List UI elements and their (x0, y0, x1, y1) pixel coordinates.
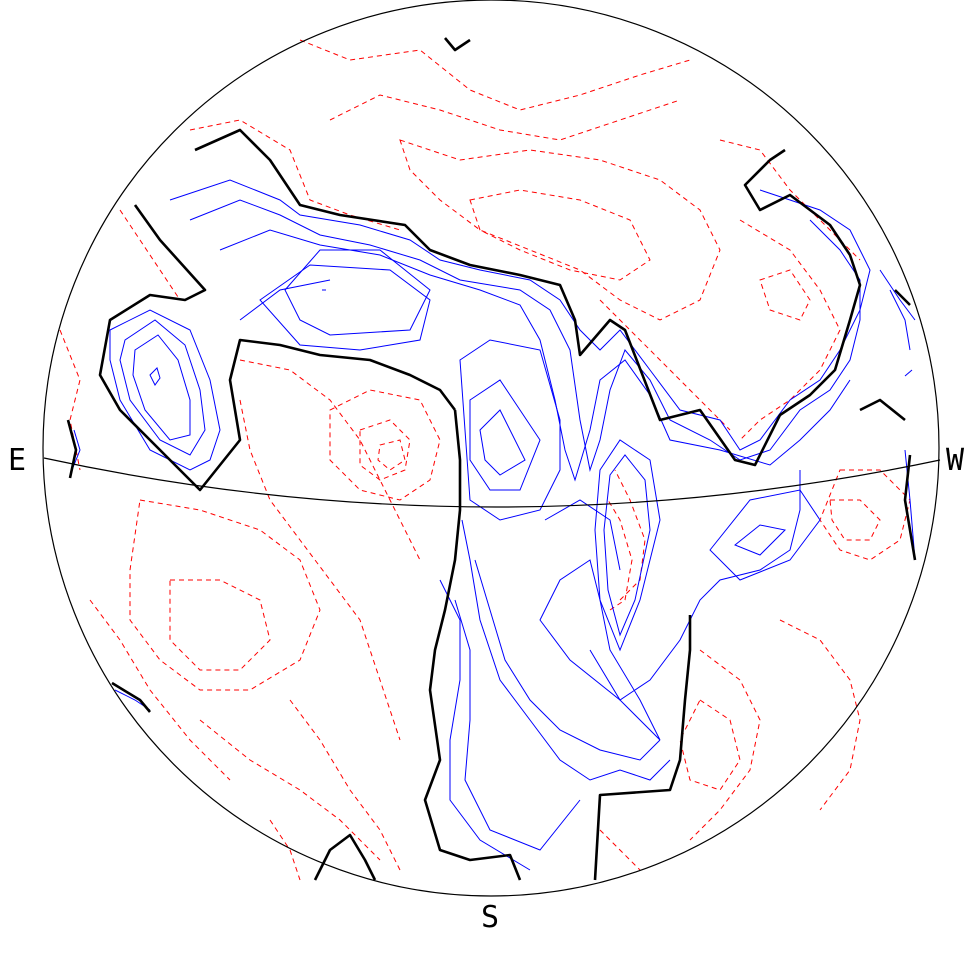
neg-contour (399, 139, 721, 321)
pos-contour (454, 599, 581, 851)
neg-contour (469, 189, 651, 281)
pos-contour (479, 409, 526, 476)
neg-contour (759, 269, 811, 321)
pos-contour (594, 439, 661, 652)
pos-contour (879, 269, 916, 321)
neg-contour (329, 94, 681, 141)
neg-contour (819, 469, 911, 561)
neg-contour (289, 699, 401, 871)
neg-contour (89, 599, 231, 781)
pos-contour (603, 454, 651, 637)
zero-contour (593, 615, 692, 881)
pos-contour (284, 249, 431, 336)
neg-contour (679, 699, 741, 791)
neg-contour (829, 499, 881, 541)
neg-contour (299, 39, 691, 111)
neg-contour (189, 119, 401, 231)
pos-contour (474, 559, 661, 761)
zero-contour (313, 833, 377, 881)
east-label: E (8, 443, 27, 478)
zero-contour (903, 454, 917, 561)
neg-contour (614, 469, 646, 601)
pos-contour (544, 499, 621, 571)
zero-contours (66, 37, 917, 881)
pos-contour (589, 470, 801, 701)
zero-contour (111, 681, 151, 713)
neg-contour (269, 819, 301, 881)
pos-contour (219, 229, 851, 482)
west-label: W (946, 443, 965, 478)
zero-contour (98, 204, 457, 492)
neg-contour (129, 499, 321, 691)
neg-contour (377, 439, 406, 471)
neg-contour (607, 499, 633, 611)
neg-contour (689, 649, 761, 841)
pos-contour (439, 579, 531, 871)
pos-contour (734, 524, 787, 556)
pos-contour (469, 379, 541, 491)
south-label: S (481, 900, 500, 935)
pos-contour (461, 519, 671, 781)
pos-contour (109, 309, 221, 471)
pos-contour (904, 369, 913, 377)
neg-contour (739, 219, 841, 441)
neg-contour (599, 299, 731, 431)
pos-contour (889, 289, 911, 351)
neg-contour (169, 579, 271, 671)
neg-contour (599, 829, 641, 871)
pos-contour (709, 489, 821, 581)
neg-contour (329, 389, 441, 501)
pos-contour (539, 559, 661, 741)
pos-contour (71, 429, 81, 471)
neg-contour (119, 209, 181, 301)
zero-contour (444, 37, 471, 52)
zero-contour (894, 289, 911, 306)
zero-contour (423, 409, 522, 881)
neg-contour (199, 719, 381, 861)
projection-boundary (42, 0, 940, 897)
zero-contour (194, 128, 862, 467)
negative-contours (59, 39, 911, 881)
pos-contour (189, 199, 861, 472)
pos-contour (259, 264, 431, 351)
neg-contour (239, 399, 401, 741)
neg-contour (359, 419, 411, 481)
pos-contour (119, 319, 206, 456)
zero-contour (859, 398, 906, 422)
neg-contour (779, 619, 861, 811)
zero-contour (66, 419, 78, 479)
pos-contour (132, 334, 191, 441)
pos-contour (149, 367, 161, 386)
pos-contour (239, 279, 331, 321)
equator-line (43, 457, 941, 508)
neg-contour (719, 139, 861, 261)
pos-contour (169, 179, 871, 451)
